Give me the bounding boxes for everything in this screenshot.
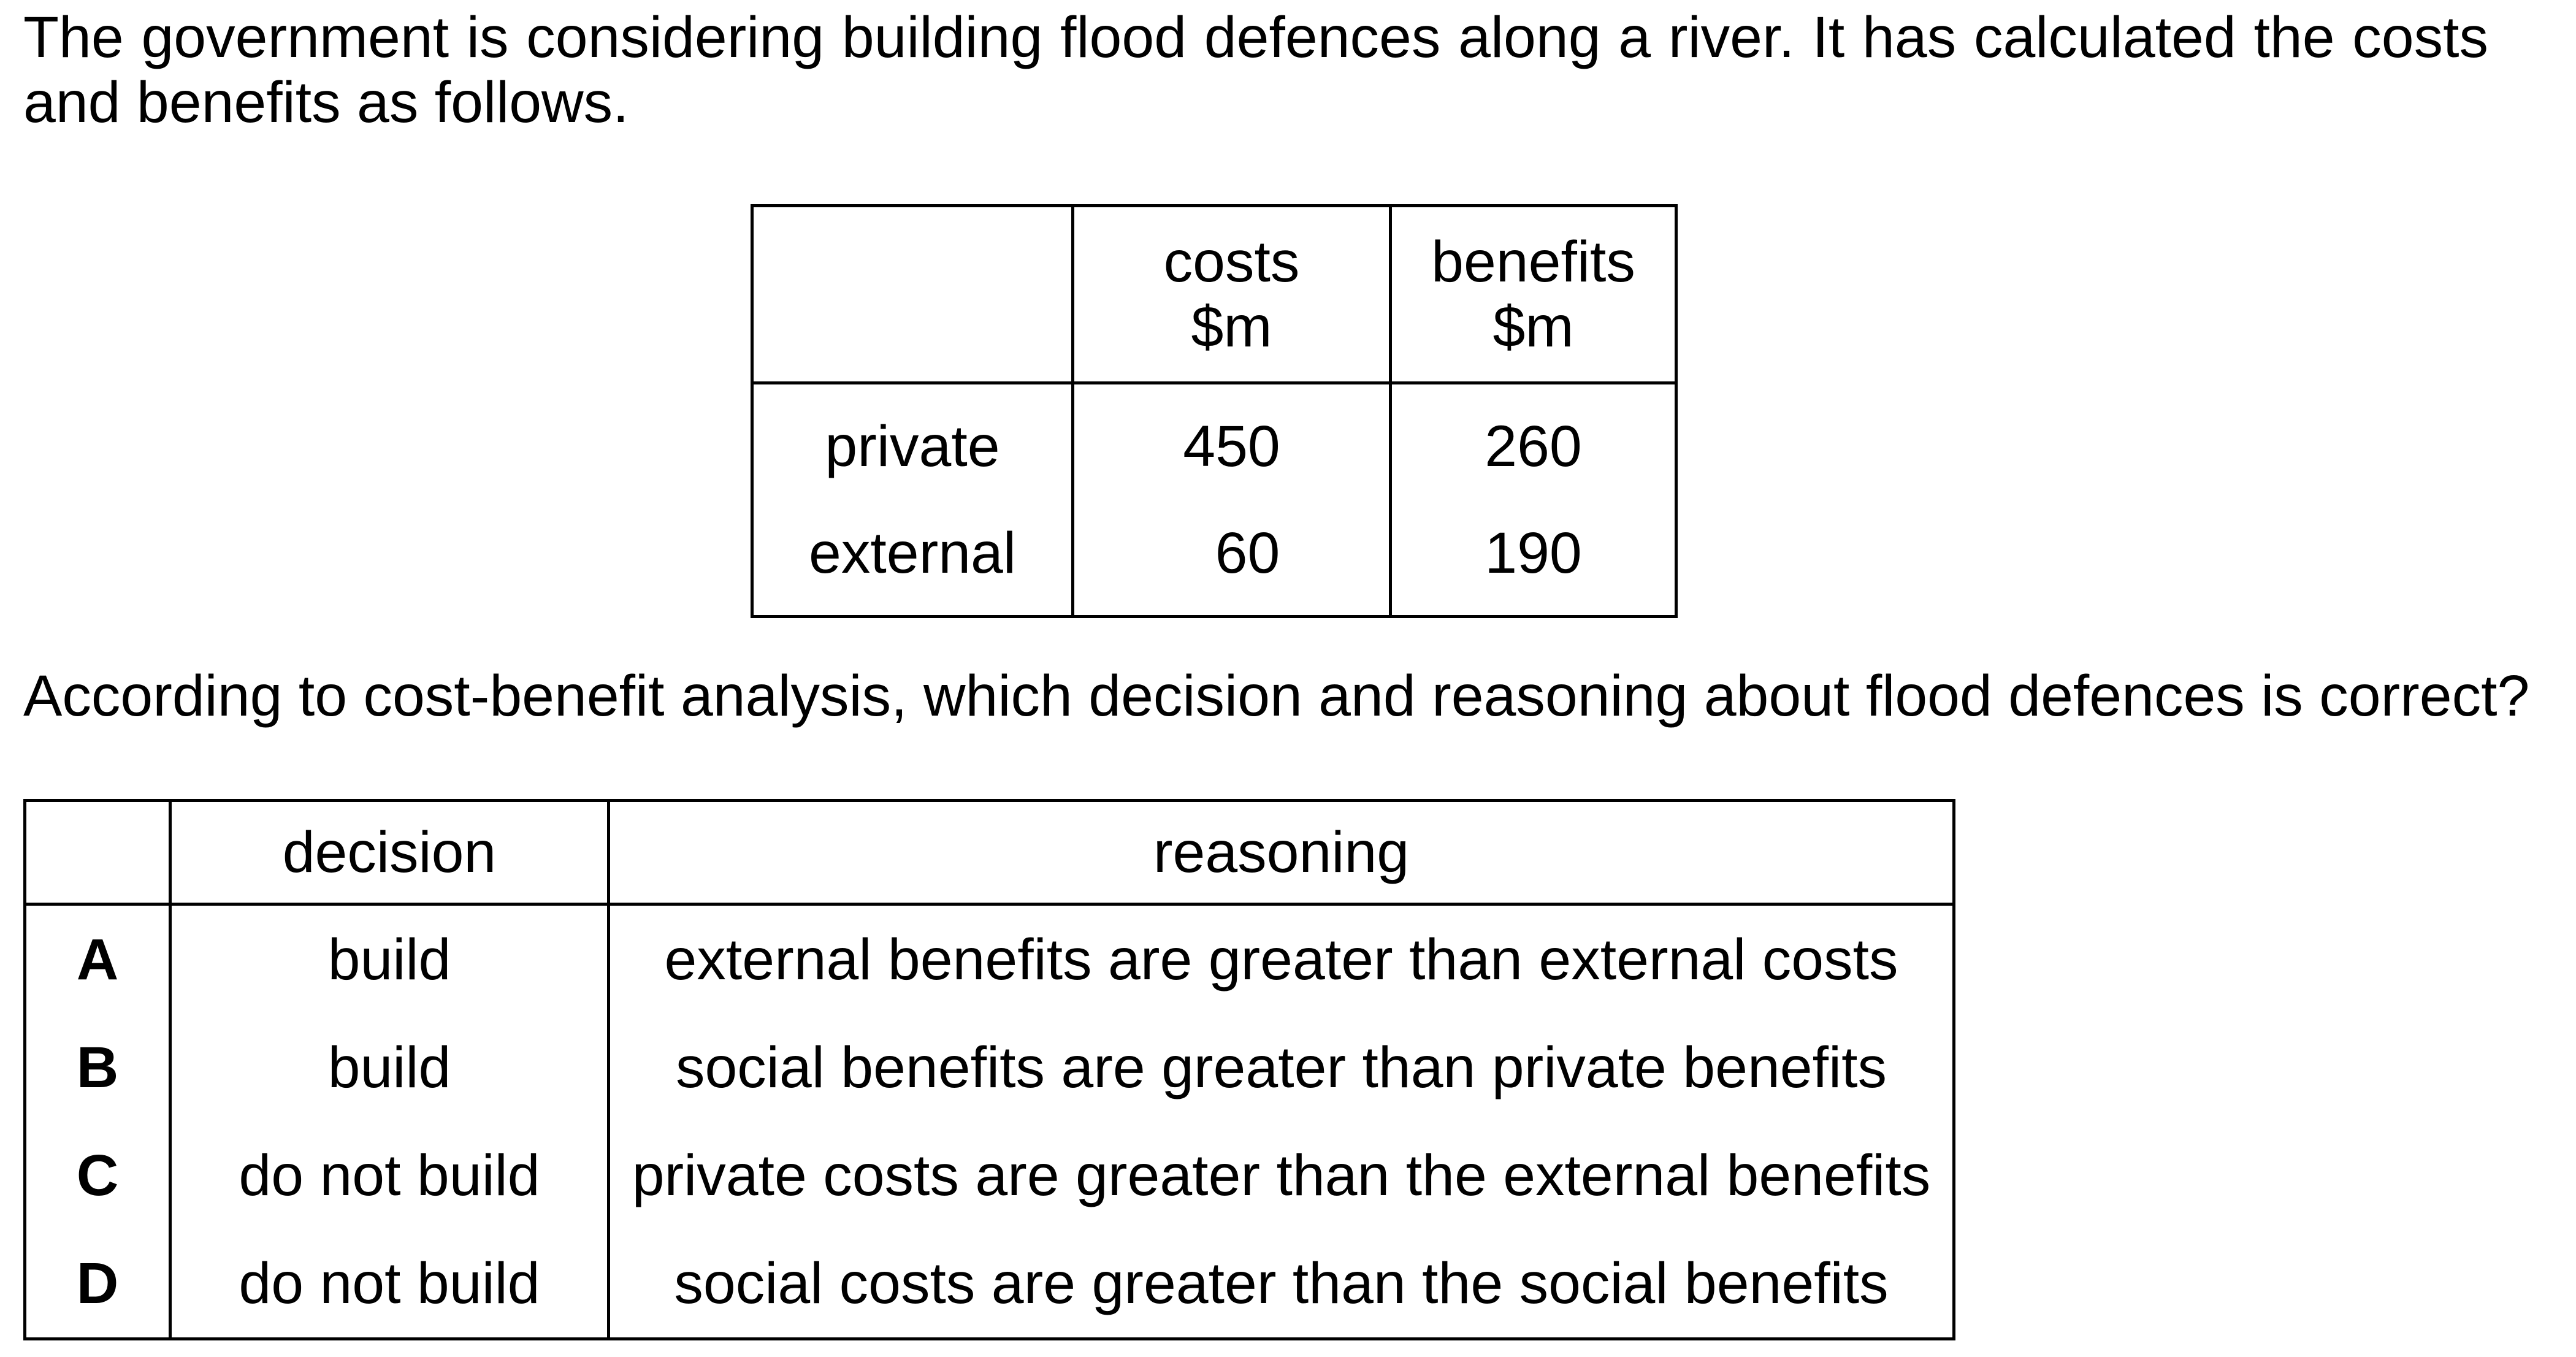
cost-benefit-table: costs $m benefits $m private 450 260 ext… — [751, 204, 1678, 618]
row-label: external — [751, 500, 1074, 617]
option-row-d[interactable]: D do not build social costs are greater … — [23, 1229, 1955, 1339]
option-letter: B — [23, 1014, 172, 1122]
option-reasoning: private costs are greater than the exter… — [607, 1122, 1955, 1229]
benefits-header-unit: $m — [1492, 294, 1574, 359]
reasoning-header: reasoning — [607, 800, 1955, 906]
answer-options-table: decision reasoning A build external bene… — [23, 799, 1955, 1340]
decision-header: decision — [169, 800, 610, 906]
question-text: According to cost-benefit analysis, whic… — [23, 663, 2530, 728]
option-decision: do not build — [169, 1229, 610, 1339]
cost-benefit-header-row: costs $m benefits $m — [751, 204, 1678, 384]
benefits-header: benefits $m — [1389, 204, 1678, 384]
option-letter: D — [23, 1229, 172, 1339]
option-row-a[interactable]: A build external benefits are greater th… — [23, 904, 1955, 1014]
option-decision: build — [169, 1014, 610, 1122]
option-decision: do not build — [169, 1122, 610, 1229]
option-letter: A — [23, 904, 172, 1014]
table-row: external 60 190 — [751, 500, 1678, 617]
benefits-value: 190 — [1389, 500, 1678, 617]
options-header-row: decision reasoning — [23, 800, 1955, 906]
empty-header-cell — [23, 800, 172, 906]
intro-text: The government is considering building f… — [23, 5, 2488, 135]
costs-header-unit: $m — [1191, 294, 1272, 359]
benefits-header-label: benefits — [1431, 229, 1635, 294]
option-reasoning: external benefits are greater than exter… — [607, 904, 1955, 1014]
option-reasoning: social costs are greater than the social… — [607, 1229, 1955, 1339]
option-decision: build — [169, 904, 610, 1014]
costs-header-label: costs — [1163, 229, 1300, 294]
option-row-b[interactable]: B build social benefits are greater than… — [23, 1014, 1955, 1122]
costs-header: costs $m — [1071, 204, 1392, 384]
table-row: private 450 260 — [751, 383, 1678, 500]
benefits-value: 260 — [1389, 383, 1678, 500]
empty-header-cell — [751, 204, 1074, 384]
costs-value: 60 — [1071, 500, 1392, 617]
option-reasoning: social benefits are greater than private… — [607, 1014, 1955, 1122]
option-row-c[interactable]: C do not build private costs are greater… — [23, 1122, 1955, 1229]
costs-value: 450 — [1071, 383, 1392, 500]
row-label: private — [751, 383, 1074, 500]
option-letter: C — [23, 1122, 172, 1229]
